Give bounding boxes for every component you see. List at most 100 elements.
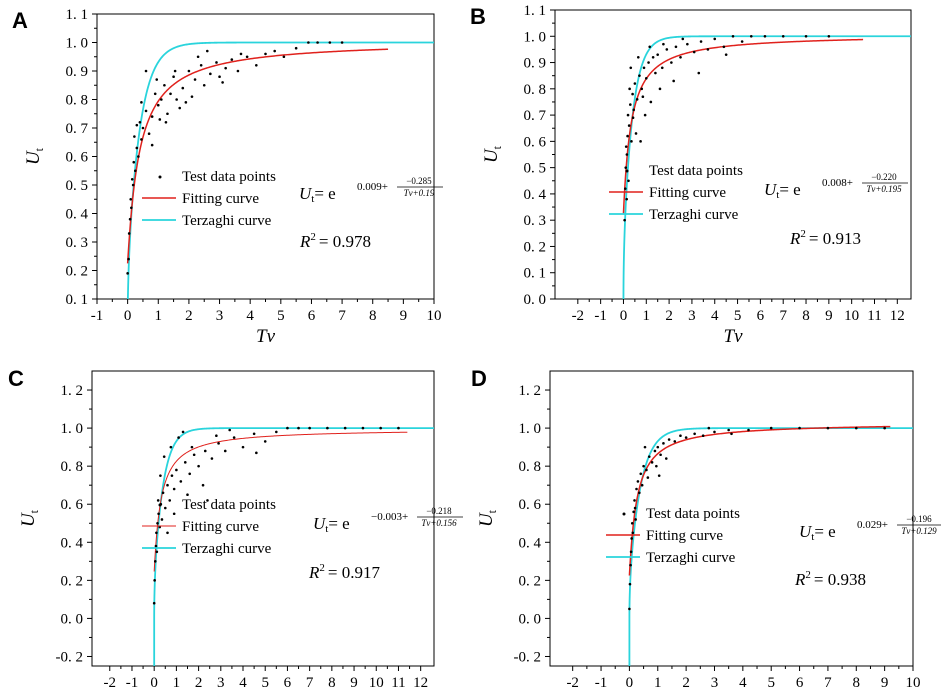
data-point bbox=[628, 87, 631, 91]
x-tick-label: 2 bbox=[682, 675, 690, 688]
y-axis-title-sub: t bbox=[27, 509, 41, 513]
data-point bbox=[275, 430, 278, 434]
data-point bbox=[379, 426, 383, 430]
data-point bbox=[129, 197, 132, 201]
data-point bbox=[679, 434, 682, 438]
x-tick-label: 7 bbox=[779, 308, 787, 324]
fitting-curve bbox=[622, 38, 864, 214]
y-axis-title-sub: t bbox=[32, 147, 46, 151]
data-point bbox=[297, 426, 300, 430]
legend-label-points: Test data points bbox=[646, 506, 740, 522]
x-tick-label: 6 bbox=[284, 675, 292, 688]
data-point bbox=[196, 55, 200, 59]
x-tick-label: 11 bbox=[391, 675, 405, 688]
data-point bbox=[658, 87, 662, 91]
data-point bbox=[629, 563, 632, 567]
x-tick-label: -1 bbox=[595, 675, 608, 688]
x-tick-label: 2 bbox=[185, 308, 193, 324]
x-tick-label: 3 bbox=[216, 308, 224, 324]
data-point bbox=[763, 34, 767, 38]
data-point bbox=[175, 468, 178, 472]
y-tick-label: 1. 0 bbox=[66, 36, 89, 52]
data-point bbox=[730, 432, 733, 436]
y-tick-label: 0. 6 bbox=[519, 497, 542, 513]
data-point bbox=[153, 579, 156, 582]
data-point bbox=[153, 560, 157, 563]
data-point bbox=[629, 103, 632, 106]
data-point bbox=[126, 272, 129, 275]
y-tick-label: 0. 8 bbox=[66, 93, 89, 109]
y-tick-label: 0. 8 bbox=[524, 82, 547, 98]
data-point bbox=[624, 166, 628, 169]
legend-label-terzaghi: Terzaghi curve bbox=[182, 213, 272, 229]
data-point bbox=[282, 55, 286, 59]
eq-fraction-numerator: −0.285 bbox=[406, 176, 432, 186]
data-point bbox=[160, 98, 163, 101]
x-tick-label: 3 bbox=[217, 675, 225, 688]
data-point bbox=[135, 146, 139, 150]
data-point bbox=[628, 582, 632, 586]
data-point bbox=[164, 121, 168, 124]
data-point bbox=[697, 71, 701, 75]
x-tick-label: -1 bbox=[594, 308, 607, 324]
y-axis-title-sub: t bbox=[490, 145, 504, 149]
y-tick-label: 0. 3 bbox=[524, 213, 547, 229]
data-point bbox=[657, 474, 661, 477]
x-tick-label: 9 bbox=[881, 675, 889, 688]
legend-marker-points bbox=[625, 169, 629, 173]
y-axis-title-main: U bbox=[476, 512, 497, 527]
y-axis-title: Ut bbox=[481, 145, 504, 163]
legend-label-fit: Fitting curve bbox=[182, 519, 259, 535]
data-point bbox=[713, 37, 717, 41]
x-tick-label: -2 bbox=[104, 675, 117, 688]
x-tick-label: 1 bbox=[654, 675, 662, 688]
data-point bbox=[140, 101, 143, 104]
legend-label-terzaghi: Terzaghi curve bbox=[182, 541, 272, 557]
x-tick-label: 1 bbox=[173, 675, 181, 688]
terzaghi-curve bbox=[126, 41, 434, 299]
r2-symbol: R bbox=[789, 229, 801, 248]
data-point bbox=[631, 92, 634, 96]
data-point bbox=[178, 106, 182, 110]
data-point bbox=[169, 92, 172, 96]
r2-value: = 0.938 bbox=[814, 570, 866, 589]
y-tick-label: 0. 8 bbox=[519, 459, 542, 475]
data-point bbox=[188, 472, 192, 476]
data-point bbox=[186, 493, 189, 497]
data-point bbox=[883, 426, 886, 430]
eq-exponent-const: 0.009+ bbox=[357, 181, 388, 193]
plot-frame bbox=[549, 370, 914, 667]
r-squared: R2 = 0.917 bbox=[308, 562, 380, 582]
data-point bbox=[674, 45, 678, 49]
data-point bbox=[634, 518, 637, 521]
x-tick-label: 6 bbox=[796, 675, 804, 688]
panel-letter: C bbox=[8, 366, 24, 391]
data-point bbox=[623, 187, 627, 190]
data-point bbox=[798, 426, 801, 430]
data-point bbox=[172, 75, 175, 78]
data-point bbox=[647, 455, 651, 458]
data-point bbox=[172, 512, 176, 516]
plot-frame bbox=[554, 9, 912, 300]
data-point bbox=[183, 461, 187, 464]
eq-fraction-numerator: −0.196 bbox=[906, 514, 932, 524]
data-point bbox=[308, 426, 311, 430]
legend-label-points: Test data points bbox=[182, 169, 276, 185]
y-tick-label: 0. 4 bbox=[524, 187, 547, 203]
eq-fraction-denominator: Tv+0.19 bbox=[404, 188, 435, 198]
x-tick-label: 1 bbox=[643, 308, 651, 324]
data-point bbox=[134, 169, 137, 173]
data-point bbox=[624, 145, 628, 148]
x-tick-label: 8 bbox=[853, 675, 861, 688]
data-point bbox=[769, 426, 773, 430]
legend-label-points: Test data points bbox=[649, 163, 743, 179]
data-point bbox=[135, 123, 139, 127]
data-point bbox=[651, 55, 655, 59]
panel-b: B-2 -1 0 1 2 3 4 5 6 7 8 9 10 11 120. 00. 10. 20. 30. … bbox=[470, 3, 912, 347]
data-point bbox=[199, 64, 203, 67]
data-point bbox=[217, 442, 220, 445]
x-tick-label: -1 bbox=[91, 308, 104, 324]
data-point bbox=[633, 82, 637, 85]
data-point bbox=[228, 428, 231, 432]
data-point bbox=[659, 453, 662, 457]
